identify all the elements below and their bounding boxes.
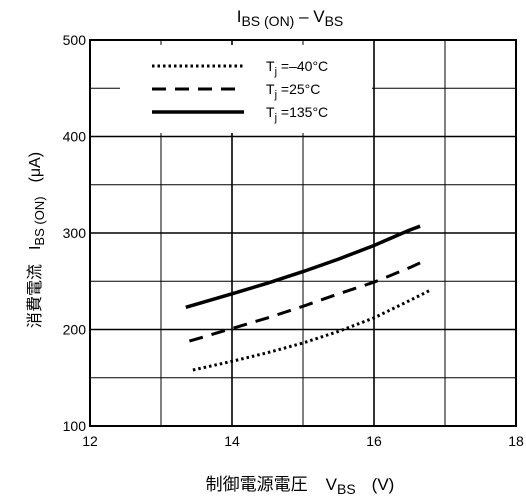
series-line-dashed (188, 261, 421, 343)
x-tick-label: 16 (366, 433, 382, 449)
y-tick-label: 100 (63, 418, 87, 434)
x-tick-labels: 12 14 16 18 (82, 433, 524, 449)
legend-label: Tj =–40°C (266, 58, 328, 78)
y-axis-label: 消費電流 IBS (ON) (μA) (26, 152, 47, 328)
title-sep: – V (294, 7, 325, 26)
x-tick-label: 18 (508, 433, 524, 449)
x-tick-label: 14 (224, 433, 240, 449)
chart-title: IBS (ON) – VBS (237, 7, 344, 29)
legend-label: Tj =135°C (266, 104, 328, 124)
y-axis-symbol: I (27, 246, 44, 250)
x-axis-label: 制御電源電圧 VBS (V) (206, 475, 395, 497)
plot-frame (89, 39, 517, 427)
y-axis-symbol-sub: BS (ON) (32, 196, 47, 245)
series-line-dotted (192, 288, 432, 372)
title-sep-sub: BS (325, 13, 344, 29)
series-lines (185, 224, 432, 372)
y-tick-label: 500 (63, 32, 87, 48)
y-tick-label: 400 (63, 129, 87, 145)
x-axis-label-text: 制御電源電圧 (206, 475, 308, 494)
y-axis-unit: (μA) (27, 152, 44, 183)
y-tick-label: 200 (63, 322, 87, 338)
title-main: I (237, 7, 242, 26)
title-main-sub: BS (ON) (241, 13, 294, 29)
series-line-solid (185, 224, 421, 309)
y-tick-labels: 100 200 300 400 500 (63, 32, 87, 434)
legend: Tj =–40°C Tj =25°C Tj =135°C (120, 45, 372, 133)
y-tick-label: 300 (63, 225, 87, 241)
legend-label: Tj =25°C (266, 81, 320, 101)
x-tick-label: 12 (82, 433, 98, 449)
x-axis-symbol-sub: BS (337, 481, 356, 497)
x-axis-unit: (V) (372, 475, 395, 494)
y-axis-label-text: 消費電流 (26, 264, 44, 328)
x-axis-symbol: V (326, 475, 338, 494)
